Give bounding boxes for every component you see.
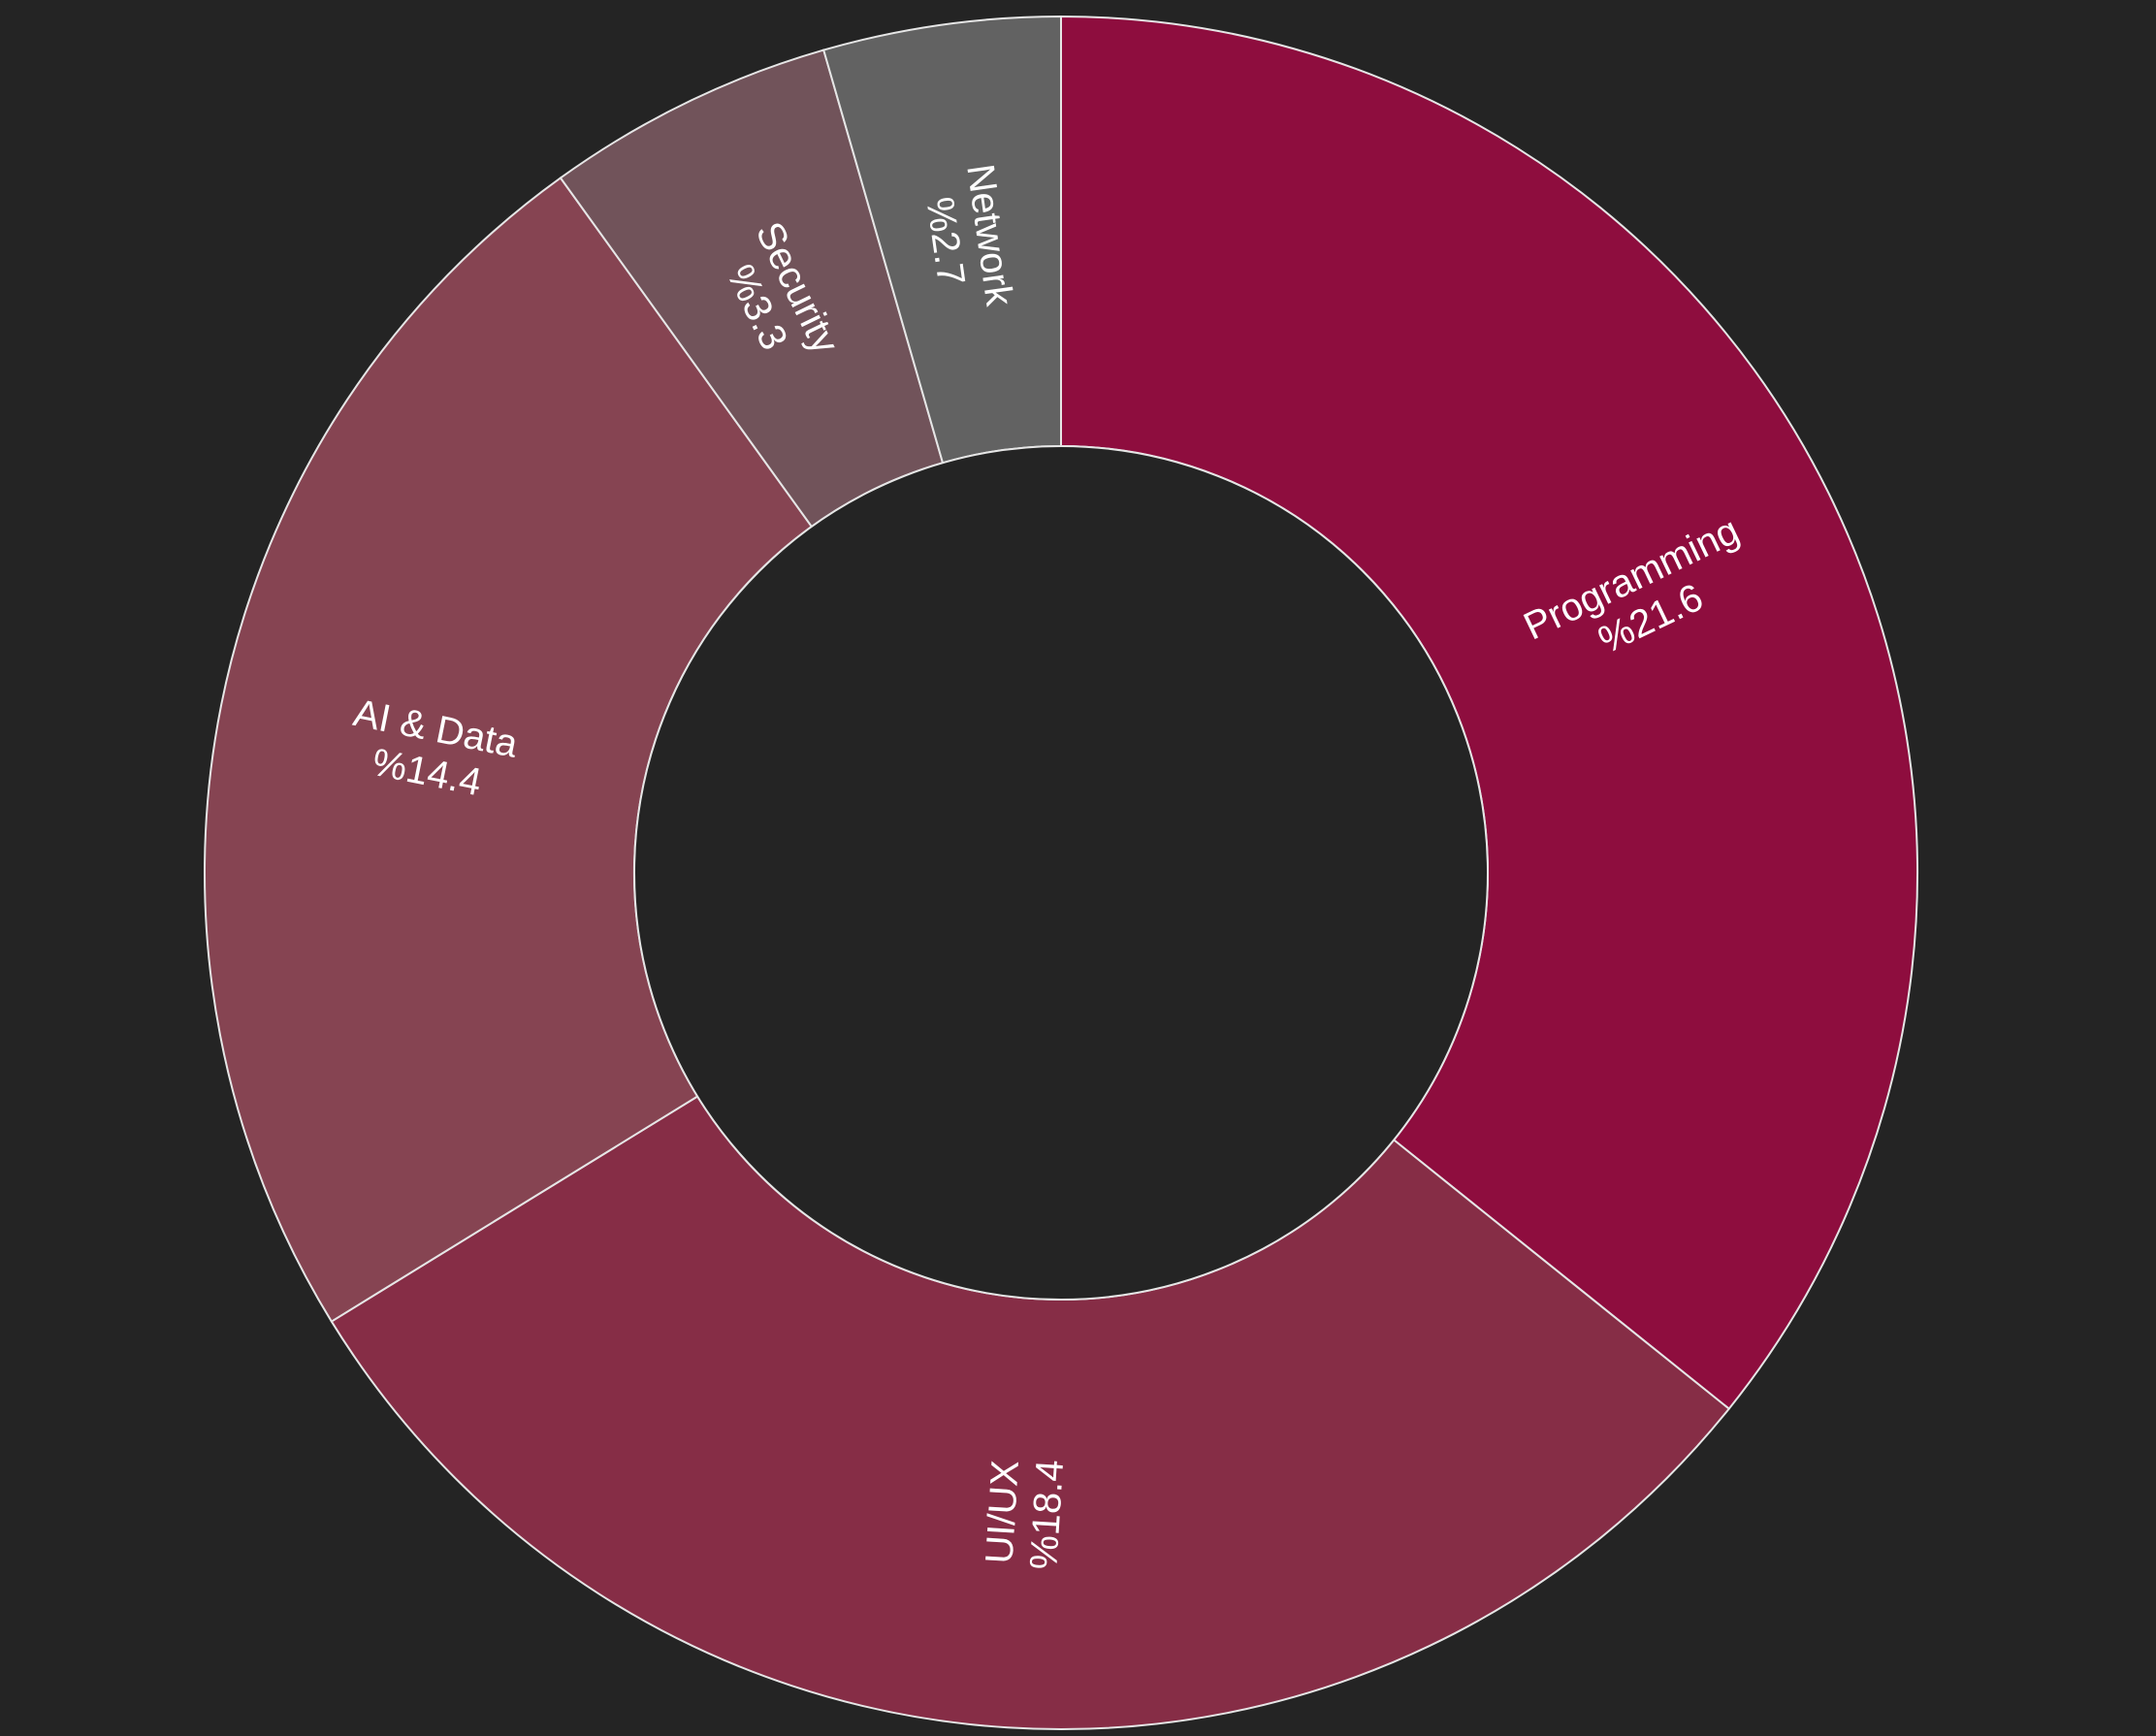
slices-layer [204, 15, 1918, 1730]
slice-label-group-ui-ux: UI/UX%18.4 [978, 1459, 1072, 1571]
slice-value-label-ui-ux: %18.4 [1022, 1459, 1072, 1571]
slice-label-ui-ux: UI/UX [978, 1459, 1027, 1564]
donut-hole [633, 445, 1489, 1301]
